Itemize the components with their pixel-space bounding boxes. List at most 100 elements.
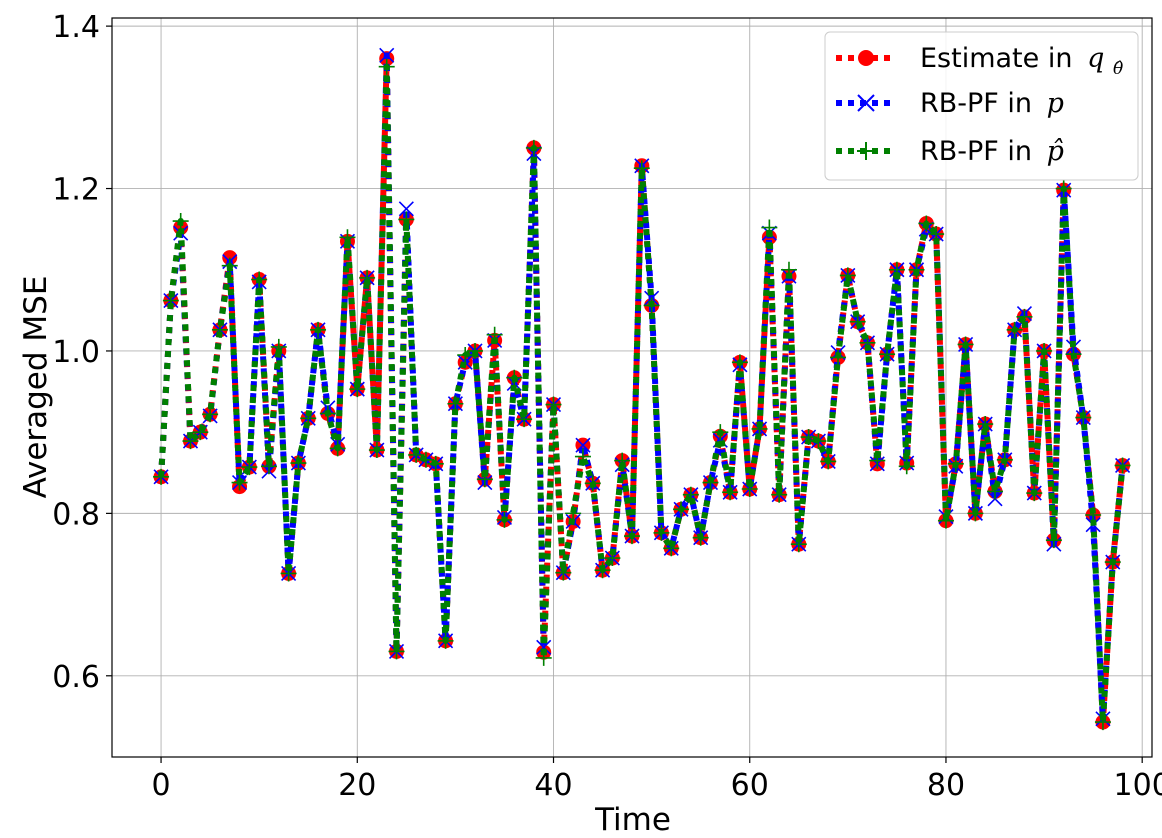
data-point <box>1085 506 1102 523</box>
y-tick-label: 0.6 <box>52 660 100 695</box>
data-point <box>967 505 984 522</box>
data-point <box>545 396 562 413</box>
data-point <box>1055 180 1072 197</box>
x-tick-label: 60 <box>731 768 769 803</box>
data-point <box>339 229 356 246</box>
y-tick-label: 0.8 <box>52 497 100 532</box>
data-point <box>182 433 199 450</box>
data-point <box>575 437 591 453</box>
data-point <box>368 442 385 459</box>
data-point <box>712 424 729 441</box>
data-point <box>1016 308 1033 325</box>
x-tick-label: 100 <box>1114 768 1162 803</box>
data-point <box>604 550 621 567</box>
data-point <box>859 334 876 351</box>
data-point <box>741 481 758 498</box>
legend-swatch-circle-marker <box>858 50 874 66</box>
data-point <box>996 451 1013 468</box>
data-point <box>536 639 552 655</box>
data-point <box>388 643 405 660</box>
data-point <box>731 354 748 371</box>
data-point <box>506 369 523 386</box>
data-point <box>624 528 640 545</box>
x-tick-label: 0 <box>152 768 171 803</box>
data-point <box>830 349 847 366</box>
legend-entry-label: Estimate in q θ̂ <box>920 43 1123 79</box>
data-point <box>319 405 336 422</box>
data-point <box>408 446 425 463</box>
x-tick-label: 20 <box>338 768 376 803</box>
legend-box <box>824 31 1139 181</box>
y-axis-title: Averaged MSE <box>18 276 54 499</box>
series-layer <box>153 47 1131 731</box>
legend-label-math: p̂ <box>1047 136 1064 167</box>
series-line <box>158 63 1126 726</box>
data-point <box>643 297 660 314</box>
data-point <box>310 321 327 338</box>
data-point <box>810 433 827 450</box>
data-point <box>555 564 572 581</box>
data-point <box>957 336 974 353</box>
legend-entry-label: RB-PF in p̂ <box>920 136 1064 167</box>
data-point <box>771 486 788 503</box>
legend: Estimate in q θ̂ RB-PF in p RB-PF in p̂ <box>824 31 1139 181</box>
x-axis-title: Time <box>594 802 671 838</box>
data-point <box>692 529 709 546</box>
data-point <box>221 257 238 274</box>
data-point <box>1036 342 1053 359</box>
data-point <box>153 468 170 485</box>
legend-entry-rbpf-phat: RB-PF in p̂ <box>836 136 1064 167</box>
data-point <box>222 250 238 266</box>
data-point <box>594 562 611 579</box>
data-point <box>231 474 248 491</box>
data-point <box>653 524 670 541</box>
legend-swatch-x-marker <box>857 94 875 112</box>
y-tick-label: 1.4 <box>52 10 100 45</box>
data-point <box>584 475 601 492</box>
data-point <box>251 271 268 288</box>
data-point <box>417 451 434 468</box>
data-point <box>614 452 631 469</box>
data-point <box>888 261 905 278</box>
axes: 0 20 40 60 80 100 0.6 0.8 1.0 1.2 1.4 <box>52 10 1162 803</box>
data-point <box>398 211 415 228</box>
data-point <box>722 484 739 501</box>
data-point <box>574 448 591 465</box>
data-point <box>172 213 189 230</box>
data-point <box>457 347 474 364</box>
data-point <box>977 416 994 433</box>
legend-label-math: p <box>1047 88 1064 119</box>
data-point <box>800 429 817 446</box>
data-point <box>1075 409 1092 426</box>
data-point <box>516 411 533 428</box>
data-point <box>1065 346 1082 363</box>
data-point <box>241 459 258 476</box>
legend-label-text: Estimate in <box>920 43 1072 74</box>
data-point <box>427 455 444 472</box>
data-point <box>761 219 778 236</box>
data-point <box>702 474 719 491</box>
data-point <box>1026 485 1043 502</box>
data-point <box>565 505 582 522</box>
legend-label-text: RB-PF in <box>920 88 1032 119</box>
data-point <box>162 292 179 309</box>
legend-label-text: RB-PF in <box>920 136 1032 167</box>
data-point <box>908 261 925 278</box>
data-point <box>398 201 414 217</box>
y-tick-label: 1.2 <box>52 173 100 208</box>
data-point <box>820 453 837 470</box>
series-2 <box>153 58 1131 731</box>
legend-entry-label: RB-PF in p <box>920 88 1064 119</box>
x-tick-label: 80 <box>927 768 965 803</box>
data-point <box>349 381 366 398</box>
data-point <box>329 440 346 457</box>
data-point <box>270 338 287 355</box>
data-point <box>780 261 797 278</box>
data-point <box>928 226 945 243</box>
data-point <box>437 632 454 649</box>
data-point <box>300 410 317 427</box>
data-point <box>1094 714 1111 731</box>
legend-swatch-plus-marker <box>857 142 875 160</box>
data-point <box>192 424 209 441</box>
